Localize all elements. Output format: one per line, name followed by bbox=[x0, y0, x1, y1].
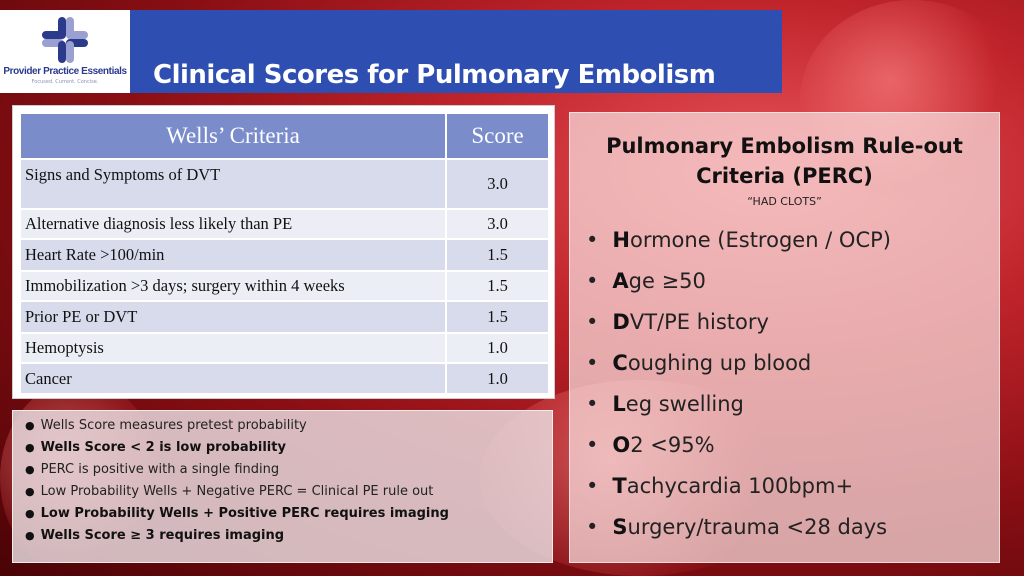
criterion-cell: Prior PE or DVT bbox=[21, 300, 446, 333]
wells-table-panel: Wells’ Criteria Score Signs and Symptoms… bbox=[12, 105, 555, 399]
perc-item: Coughing up blood bbox=[586, 343, 999, 384]
perc-item: Surgery/trauma <28 days bbox=[586, 507, 999, 548]
table-row: Heart Rate >100/min 1.5 bbox=[21, 238, 548, 271]
perc-title-line1: Pulmonary Embolism Rule-out bbox=[606, 134, 963, 158]
table-row: Prior PE or DVT 1.5 bbox=[21, 300, 548, 333]
criterion-cell: Signs and Symptoms of DVT bbox=[21, 158, 446, 209]
perc-item: Tachycardia 100bpm+ bbox=[586, 466, 999, 507]
score-cell: 1.0 bbox=[445, 362, 548, 393]
table-row: Hemoptysis 1.0 bbox=[21, 332, 548, 363]
criterion-cell: Cancer bbox=[21, 362, 446, 393]
criterion-cell: Heart Rate >100/min bbox=[21, 238, 446, 271]
perc-text: eg swelling bbox=[625, 392, 744, 416]
perc-list: Hormone (Estrogen / OCP)Age ≥50DVT/PE hi… bbox=[586, 220, 999, 548]
table-row: Signs and Symptoms of DVT 3.0 bbox=[21, 158, 548, 209]
logo-tagline: Focused. Current. Concise. bbox=[31, 79, 99, 85]
table-row: Immobilization >3 days; surgery within 4… bbox=[21, 270, 548, 301]
score-cell: 1.5 bbox=[445, 270, 548, 301]
note-item: Wells Score measures pretest probability bbox=[25, 415, 552, 437]
title-banner bbox=[130, 10, 782, 93]
perc-panel: Pulmonary Embolism Rule-out Criteria (PER… bbox=[569, 112, 1000, 563]
score-cell: 3.0 bbox=[445, 158, 548, 209]
note-item: Wells Score < 2 is low probability bbox=[25, 437, 552, 459]
criterion-cell: Hemoptysis bbox=[21, 332, 446, 363]
logo-name: Provider Practice Essentials bbox=[3, 66, 127, 77]
header-score: Score bbox=[446, 114, 548, 159]
perc-text: oughing up blood bbox=[627, 351, 812, 375]
page-title: Clinical Scores for Pulmonary Embolism bbox=[153, 60, 716, 90]
perc-text: VT/PE history bbox=[629, 310, 769, 334]
perc-letter: D bbox=[612, 310, 630, 334]
score-cell: 1.0 bbox=[445, 332, 548, 363]
perc-letter: S bbox=[612, 515, 628, 539]
perc-letter: T bbox=[612, 474, 627, 498]
perc-item: Hormone (Estrogen / OCP) bbox=[586, 220, 999, 261]
perc-letter: A bbox=[612, 269, 629, 293]
perc-item: Age ≥50 bbox=[586, 261, 999, 302]
perc-text: 2 <95% bbox=[630, 433, 715, 457]
score-cell: 1.5 bbox=[445, 300, 548, 333]
note-item: PERC is positive with a single finding bbox=[25, 459, 552, 481]
perc-text: achycardia 100bpm+ bbox=[626, 474, 854, 498]
criterion-cell: Alternative diagnosis less likely than P… bbox=[21, 208, 446, 239]
criterion-cell: Immobilization >3 days; surgery within 4… bbox=[21, 270, 446, 301]
score-cell: 1.5 bbox=[445, 238, 548, 271]
note-item: Low Probability Wells + Negative PERC = … bbox=[25, 481, 552, 503]
perc-letter: H bbox=[612, 228, 630, 252]
wells-table: Wells’ Criteria Score Signs and Symptoms… bbox=[21, 114, 548, 393]
perc-item: DVT/PE history bbox=[586, 302, 999, 343]
perc-letter: C bbox=[612, 351, 628, 375]
logo: Provider Practice Essentials Focused. Cu… bbox=[0, 10, 130, 93]
perc-title: Pulmonary Embolism Rule-out Criteria (PER… bbox=[570, 131, 999, 191]
perc-text: ge ≥50 bbox=[628, 269, 706, 293]
perc-item: Leg swelling bbox=[586, 384, 999, 425]
perc-letter: O bbox=[612, 433, 631, 457]
perc-text: ormone (Estrogen / OCP) bbox=[629, 228, 891, 252]
table-row: Cancer 1.0 bbox=[21, 362, 548, 393]
perc-text: urgery/trauma <28 days bbox=[627, 515, 888, 539]
medical-cross-icon bbox=[42, 17, 88, 63]
header-criteria: Wells’ Criteria bbox=[21, 114, 447, 159]
perc-mnemonic: “HAD CLOTS” bbox=[747, 195, 822, 208]
score-cell: 3.0 bbox=[445, 208, 548, 239]
table-row: Alternative diagnosis less likely than P… bbox=[21, 208, 548, 239]
notes-panel: Wells Score measures pretest probability… bbox=[12, 410, 553, 563]
perc-title-line2: Criteria (PERC) bbox=[696, 164, 873, 188]
perc-letter: L bbox=[612, 392, 626, 416]
note-item: Low Probability Wells + Positive PERC re… bbox=[25, 503, 552, 525]
perc-item: O2 <95% bbox=[586, 425, 999, 466]
note-item: Wells Score ≥ 3 requires imaging bbox=[25, 525, 552, 547]
